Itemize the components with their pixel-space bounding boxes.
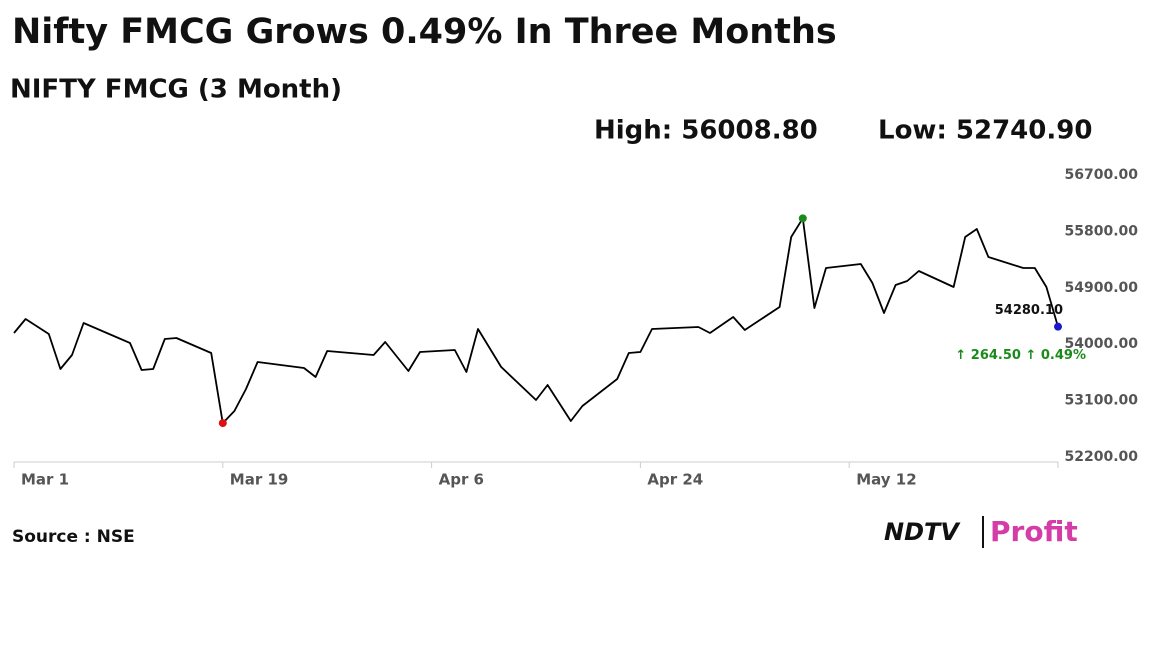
x-tick-label: Apr 24 [647,471,703,489]
x-tick-label: Apr 6 [439,471,484,489]
x-tick-label: May 12 [856,471,916,489]
chart-title: Nifty FMCG Grows 0.49% In Three Months [12,12,837,52]
y-tick-label: 54900.00 [1064,280,1138,296]
y-tick-label: 52200.00 [1064,449,1138,465]
high-label: High: 56008.80 [594,116,818,146]
x-tick-label: Mar 19 [230,471,289,489]
low-marker [218,419,227,428]
last-value-label: 54280.10 [995,303,1063,318]
y-tick-label: 56700.00 [1064,167,1138,183]
logo-brand: NDTV [884,518,961,546]
y-tick-label: 53100.00 [1064,393,1138,409]
y-tick-label: 54000.00 [1064,336,1138,352]
source: Source : NSE [12,527,135,547]
last-marker [1054,322,1062,331]
change-label: ↑ 264.50 ↑ 0.49% [955,348,1086,363]
low-label: Low: 52740.90 [878,116,1092,146]
price-line [13,217,1059,424]
high-marker [798,214,807,223]
y-tick-label: 55800.00 [1064,223,1138,239]
chart-subtitle: NIFTY FMCG (3 Month) [10,75,342,105]
logo-product: Profit [990,515,1078,548]
x-tick-label: Mar 1 [21,471,69,489]
